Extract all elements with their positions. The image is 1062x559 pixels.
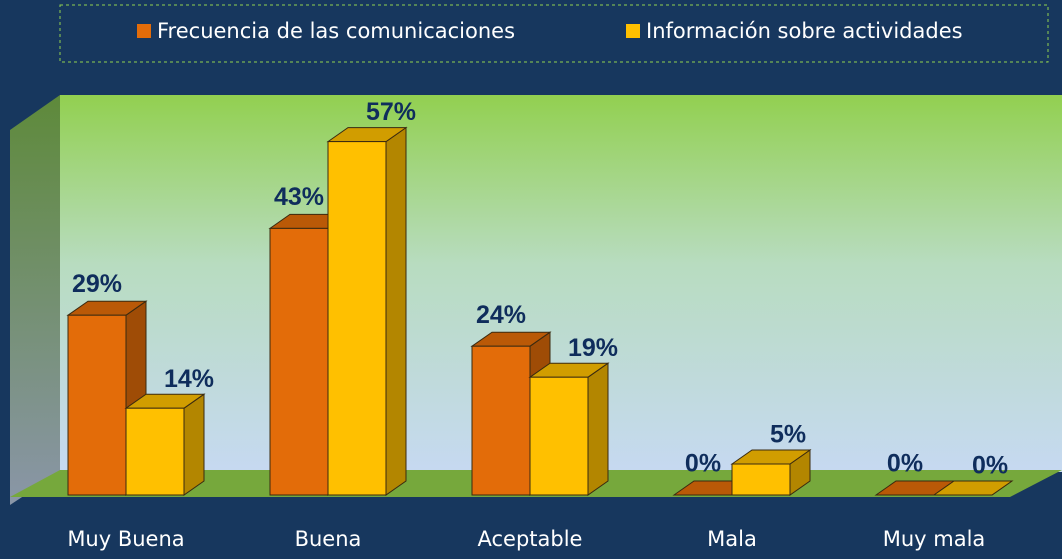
x-tick-label: Aceptable	[478, 527, 583, 551]
bar	[731, 463, 791, 496]
x-tick-label: Mala	[707, 527, 757, 551]
bar-top	[932, 480, 1014, 496]
data-label: 0%	[685, 450, 721, 478]
side-wall	[10, 95, 60, 505]
data-label: 5%	[770, 421, 806, 449]
x-tick-label: Buena	[295, 527, 362, 551]
bar	[269, 227, 329, 496]
bar-side	[183, 393, 205, 496]
data-label: 0%	[887, 450, 923, 478]
x-tick-label: Muy mala	[883, 527, 986, 551]
legend-label: Información sobre actividades	[646, 19, 963, 43]
data-label: 19%	[568, 334, 618, 362]
bar	[529, 376, 589, 496]
data-label: 43%	[274, 183, 324, 211]
bar	[67, 314, 127, 496]
bar	[471, 345, 531, 496]
data-label: 57%	[366, 98, 416, 126]
legend-swatch	[626, 24, 640, 38]
bar	[327, 141, 387, 496]
bar-side	[587, 362, 609, 496]
legend-label: Frecuencia de las comunicaciones	[157, 19, 515, 43]
bar	[125, 407, 185, 496]
x-tick-label: Muy Buena	[67, 527, 184, 551]
bar-side	[385, 126, 407, 496]
data-label: 14%	[164, 365, 214, 393]
data-label: 24%	[476, 301, 526, 329]
legend-swatch	[137, 24, 151, 38]
data-label: 0%	[972, 452, 1008, 480]
data-label: 29%	[72, 270, 122, 298]
legend-box	[59, 4, 1049, 63]
